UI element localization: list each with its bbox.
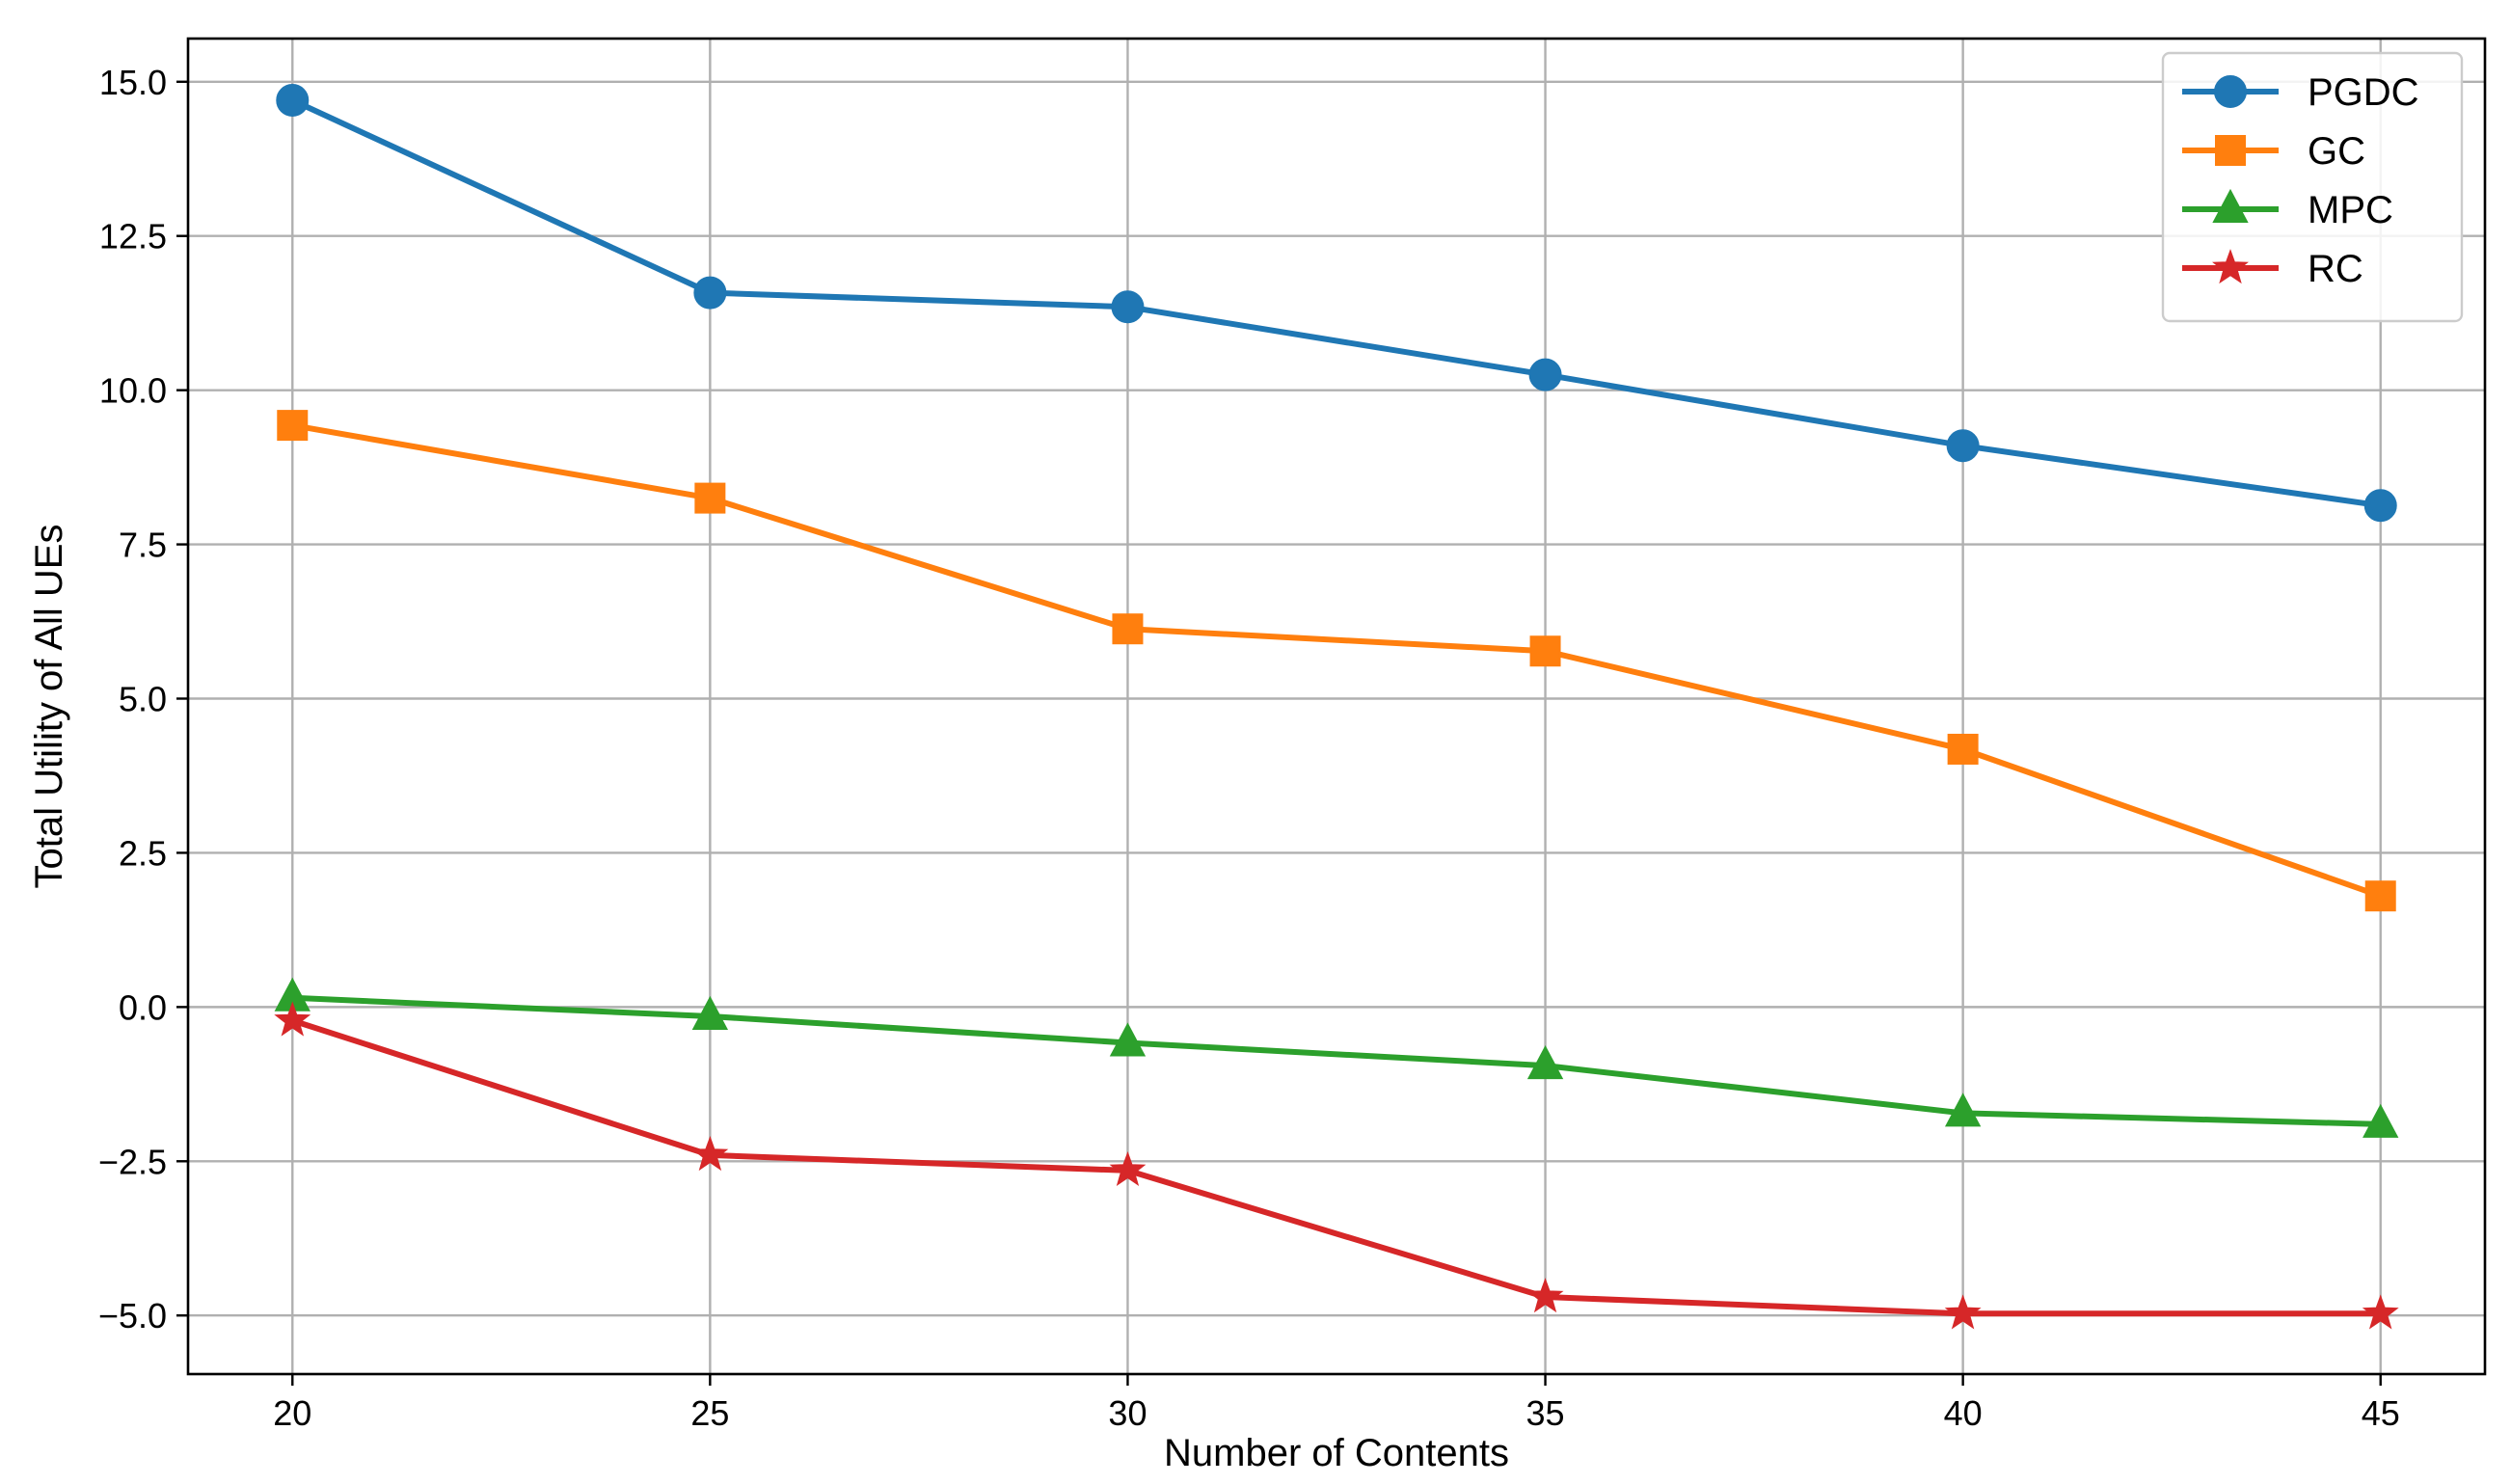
y-axis-ticks: 15.0 12.5 10.0 7.5 5.0 2.5 0.0 −2.5 −5.0 [98,63,188,1336]
legend-item-rc: RC [2182,248,2363,290]
x-axis-label: Number of Contents [1164,1432,1509,1474]
legend-marker-swatch [2215,135,2246,166]
y-tick-label: −2.5 [98,1142,167,1181]
x-axis-ticks: 20 25 30 35 40 45 [273,1374,2400,1433]
data-point-gc [1529,635,1561,667]
data-point-mpc [691,995,729,1030]
x-tick-label: 30 [1108,1393,1147,1433]
x-tick-label: 25 [690,1393,729,1433]
y-tick-label: 7.5 [119,526,167,565]
data-point-mpc [1944,1093,1982,1127]
data-point-rc [1944,1294,1982,1330]
legend-marker-swatch [2212,249,2249,284]
data-point-rc [274,1001,311,1037]
x-tick-label: 45 [2362,1393,2400,1433]
legend-box [2161,51,2464,323]
series-line-rc [291,1017,2381,1317]
y-tick-label: 10.0 [99,371,167,411]
y-tick-label: −5.0 [98,1296,167,1336]
series-rc [274,1001,2399,1330]
series-line-gc [291,422,2382,900]
data-point-mpc [2362,1103,2399,1138]
data-point-pgdc [276,83,310,117]
y-tick-label: 0.0 [119,987,167,1027]
data-point-pgdc [1111,290,1145,324]
legend-item-gc: GC [2182,130,2365,173]
data-point-pgdc [1946,429,1980,463]
data-point-gc [1947,733,1979,765]
series-pgdc [276,83,2397,523]
series-line-mpc [292,994,2381,1127]
legend-marker-swatch [2214,75,2247,108]
legend-item-pgdc: PGDC [2182,71,2419,114]
y-axis-label: Total Utility of All UEs [28,525,70,889]
x-tick-label: 35 [1526,1393,1565,1433]
data-point-mpc [1109,1022,1147,1057]
series-line-pgdc [291,97,2382,509]
data-point-pgdc [2363,489,2397,523]
legend-label: RC [2308,248,2363,290]
data-point-pgdc [1528,358,1562,391]
x-tick-label: 40 [1944,1393,1983,1433]
data-point-rc [1109,1150,1147,1186]
data-point-gc [277,410,309,442]
data-point-mpc [1526,1045,1564,1080]
grid-lines [188,39,2485,1374]
legend-marker-swatch [2212,188,2249,223]
y-tick-label: 12.5 [99,217,167,256]
y-tick-label: 15.0 [99,63,167,102]
data-point-pgdc [693,276,727,310]
data-point-gc [2364,880,2396,912]
data-point-gc [1112,613,1144,645]
series-layer [274,83,2399,1330]
legend-label: MPC [2308,189,2393,231]
data-point-rc [2362,1294,2399,1330]
data-point-rc [691,1135,729,1172]
y-tick-label: 5.0 [119,680,167,719]
series-mpc [274,977,2399,1138]
plot-area-frame [186,37,2487,1376]
y-tick-label: 2.5 [119,833,167,873]
legend-label: GC [2308,130,2365,173]
legend-label: PGDC [2308,71,2419,114]
legend-item-mpc: MPC [2182,188,2393,231]
x-tick-label: 20 [273,1393,311,1433]
data-point-gc [694,482,726,514]
series-gc [277,410,2396,912]
data-point-rc [1526,1278,1564,1313]
legend: PGDC GC MPC RC [2161,51,2464,323]
